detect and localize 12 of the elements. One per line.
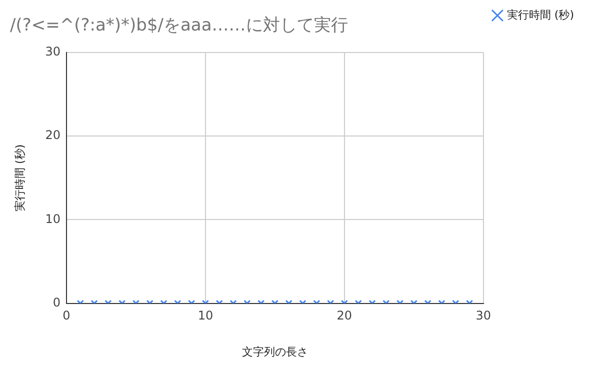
x-tick-label: 20: [336, 308, 352, 323]
y-tick-label: 0: [52, 296, 60, 310]
x-tick-label: 0: [62, 308, 70, 323]
y-tick-label: 20: [45, 128, 60, 142]
y-tick-label: 30: [45, 44, 60, 59]
x-tick-label: 10: [198, 308, 214, 323]
y-tick-label: 10: [45, 212, 60, 226]
x-tick-label: 30: [476, 308, 492, 323]
x-axis-title: 文字列の長さ: [242, 345, 308, 358]
y-axis-title: 実行時間 (秒): [13, 144, 26, 212]
legend-label: 実行時間 (秒): [506, 8, 574, 22]
chart-title: /(?<=^(?:a*)*)b$/をaaa……に対して実行: [10, 16, 348, 36]
